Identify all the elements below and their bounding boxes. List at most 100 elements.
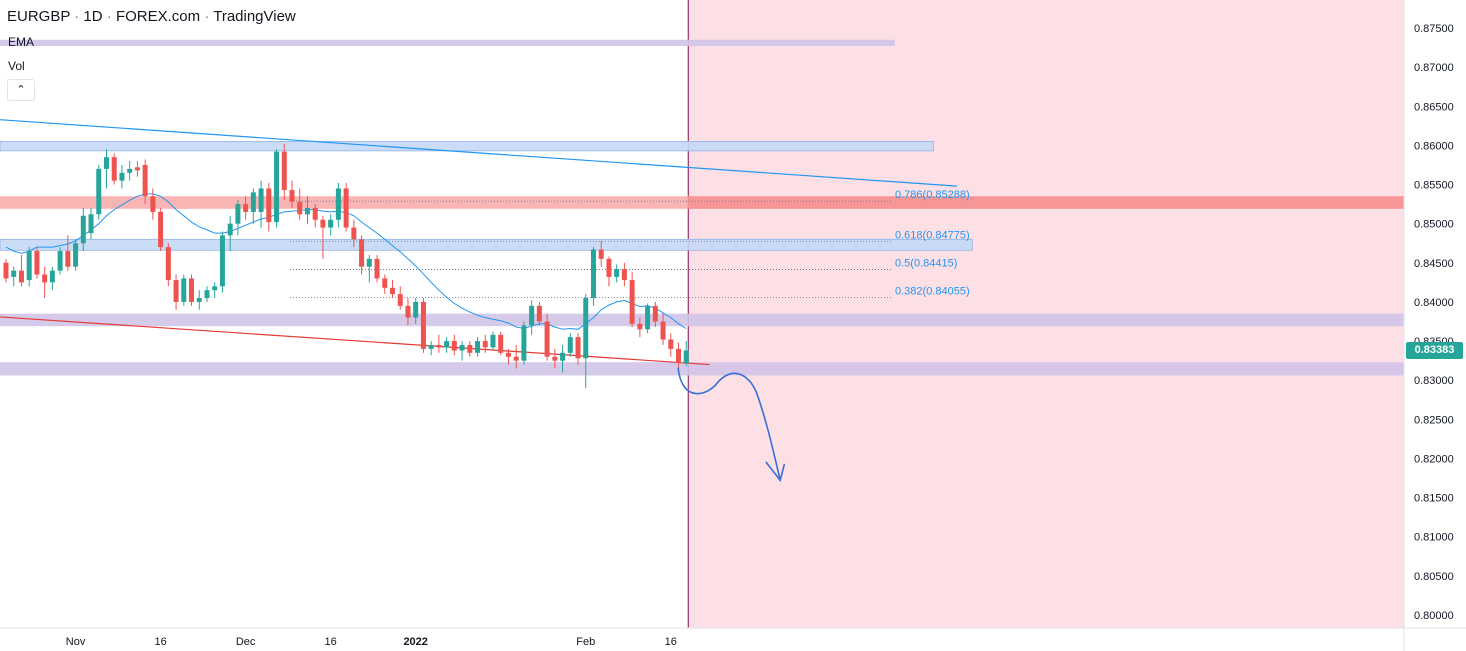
candle-body [683,350,689,363]
candle [11,266,17,287]
candle [204,286,210,302]
candle [212,282,218,299]
time-tick-label: Dec [236,636,256,648]
candle [289,180,295,209]
candle [266,182,272,232]
candle [304,196,310,224]
candle [405,298,411,326]
descending-trendline[interactable] [0,119,957,187]
price-tick-label: 0.80500 [1414,571,1454,583]
candle-body [621,269,627,281]
symbol-legend[interactable]: EURGBP · 1D · FOREX.com · TradingView [7,8,296,25]
candle-body [652,305,658,322]
candle-body [660,321,666,340]
candle [629,272,635,327]
candle-body [266,188,272,223]
candle [150,188,156,220]
candle [598,240,604,267]
candle [328,214,334,236]
candle [668,333,674,357]
candle-body [173,280,179,302]
candle [181,274,187,306]
candle-body [181,278,187,302]
candle-body [96,168,102,215]
candle [3,258,9,283]
support-trendline[interactable] [0,316,710,366]
candle-body [212,286,218,291]
candle-body [413,301,419,318]
candle-body [637,323,643,330]
candle-body [521,325,527,361]
candle [73,239,79,271]
price-tick-label: 0.85500 [1414,180,1454,192]
projected-decline-arrow[interactable] [677,367,782,482]
candle [637,317,643,338]
price-tick-label: 0.80000 [1414,610,1454,622]
candle [127,161,133,181]
candle [428,341,434,356]
candle-body [490,334,496,348]
candle [80,208,86,252]
candle [606,256,612,287]
candle-body [49,270,55,283]
candle [567,333,573,357]
purple-zone[interactable] [0,39,895,47]
candle-body [482,341,488,348]
candle [529,300,535,335]
candle-body [219,235,225,287]
candle [274,149,280,228]
candle-body [366,258,372,267]
blue-zone[interactable] [0,238,973,251]
candle [436,334,442,353]
candle [65,235,71,271]
candle [683,341,689,367]
candle [359,235,365,275]
candle [103,149,109,189]
candle [482,334,488,353]
candle-body [598,249,604,259]
candle [219,231,225,293]
purple-zone[interactable] [0,362,1404,376]
candle-body [529,305,535,326]
fib-level-label: 0.618(0.84775) [895,229,970,241]
price-tick-label: 0.85000 [1414,219,1454,231]
candle [297,188,303,220]
candle [544,313,550,361]
current-price-badge: 0.83383 [1406,342,1463,359]
purple-zone[interactable] [0,313,1404,327]
price-tick-label: 0.84500 [1414,258,1454,270]
candle [243,196,249,220]
candle-body [235,204,241,224]
vol-indicator-label[interactable]: Vol [8,59,25,73]
candle-body [459,344,465,351]
candle [475,337,481,357]
candle-body [196,298,202,302]
candle [18,254,24,287]
blue-zone[interactable] [0,141,934,152]
candle-body [351,227,357,240]
candle [320,215,326,259]
ema-indicator-label[interactable]: EMA [8,35,35,49]
price-tick-label: 0.84000 [1414,297,1454,309]
price-tick-label: 0.82500 [1414,414,1454,426]
candle-body [57,251,63,271]
candle-body [227,223,233,236]
candle-body [359,239,365,267]
candle-body [444,341,450,348]
candle [413,298,419,324]
candle-body [111,157,117,181]
candle [119,164,125,189]
candle [142,159,148,205]
candle-body [536,305,542,322]
candle-body [274,151,280,223]
chevron-up-icon[interactable]: ⌃ [7,79,35,101]
candle-body [80,215,86,244]
price-tick-label: 0.83000 [1414,375,1454,387]
candle [536,301,542,326]
candle-body [289,190,295,202]
candle-body [343,188,349,228]
candle [505,348,511,365]
candle-body [88,214,94,234]
candle [552,348,558,369]
